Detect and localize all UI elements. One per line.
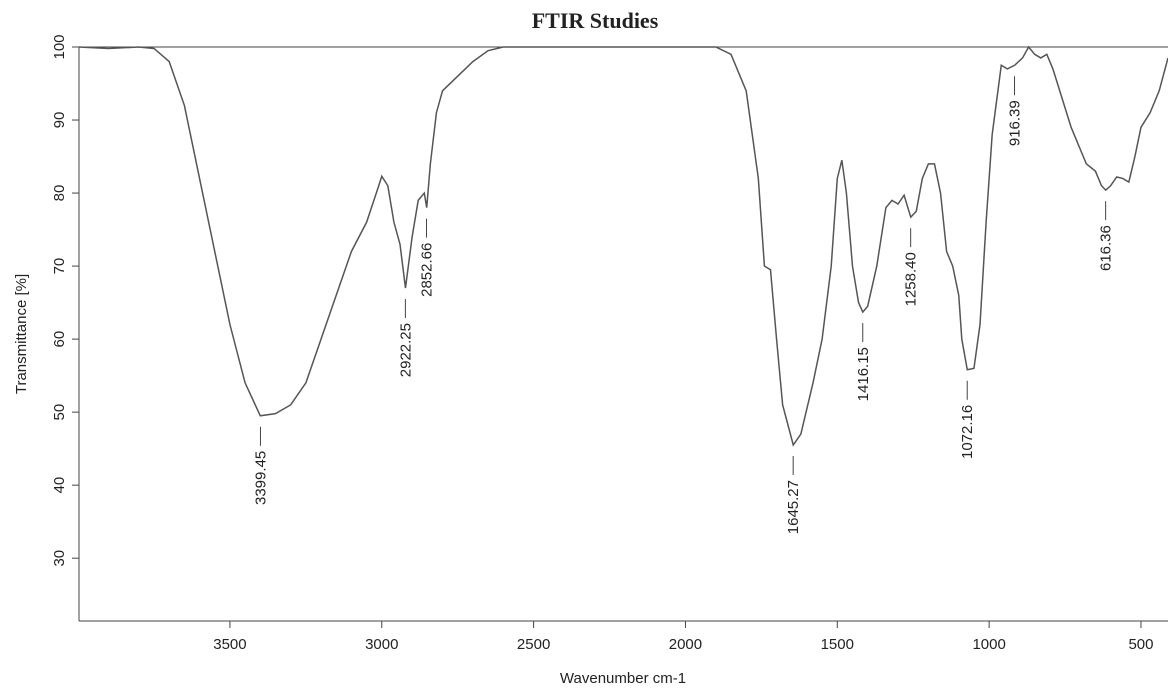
spectrum-line [79, 45, 1168, 447]
annotation-label: 1258.40 [903, 252, 920, 306]
x-tick-label: 2500 [517, 636, 550, 653]
x-tick-label: 1500 [821, 636, 854, 653]
x-tick-label: 500 [1128, 636, 1153, 653]
annotation-label: 1645.27 [785, 480, 802, 534]
y-tick-label: 80 [51, 185, 68, 202]
chart-title: FTIR Studies [532, 8, 659, 33]
x-axis-title: Wavenumber cm-1 [560, 670, 686, 687]
y-tick-label: 90 [51, 112, 68, 129]
annotation-label: 2852.66 [419, 243, 436, 297]
y-axis-title: Transmittance [%] [13, 274, 30, 394]
y-tick-label: 30 [51, 550, 68, 567]
annotation-label: 2922.25 [397, 323, 414, 377]
annotation-label: 3399.45 [252, 451, 269, 505]
annotation-label: 1072.16 [959, 405, 976, 459]
y-tick-label: 70 [51, 258, 68, 275]
x-tick-label: 3000 [365, 636, 398, 653]
x-tick-label: 3500 [213, 636, 246, 653]
annotation-label: 1416.15 [855, 347, 872, 401]
annotation-label: 616.36 [1098, 225, 1115, 271]
annotation-label: 916.39 [1007, 100, 1024, 146]
y-tick-label: 60 [51, 331, 68, 348]
x-tick-label: 2000 [669, 636, 702, 653]
x-tick-label: 1000 [972, 636, 1005, 653]
y-tick-label: 50 [51, 404, 68, 421]
y-tick-label: 100 [51, 34, 68, 59]
y-tick-label: 40 [51, 477, 68, 494]
